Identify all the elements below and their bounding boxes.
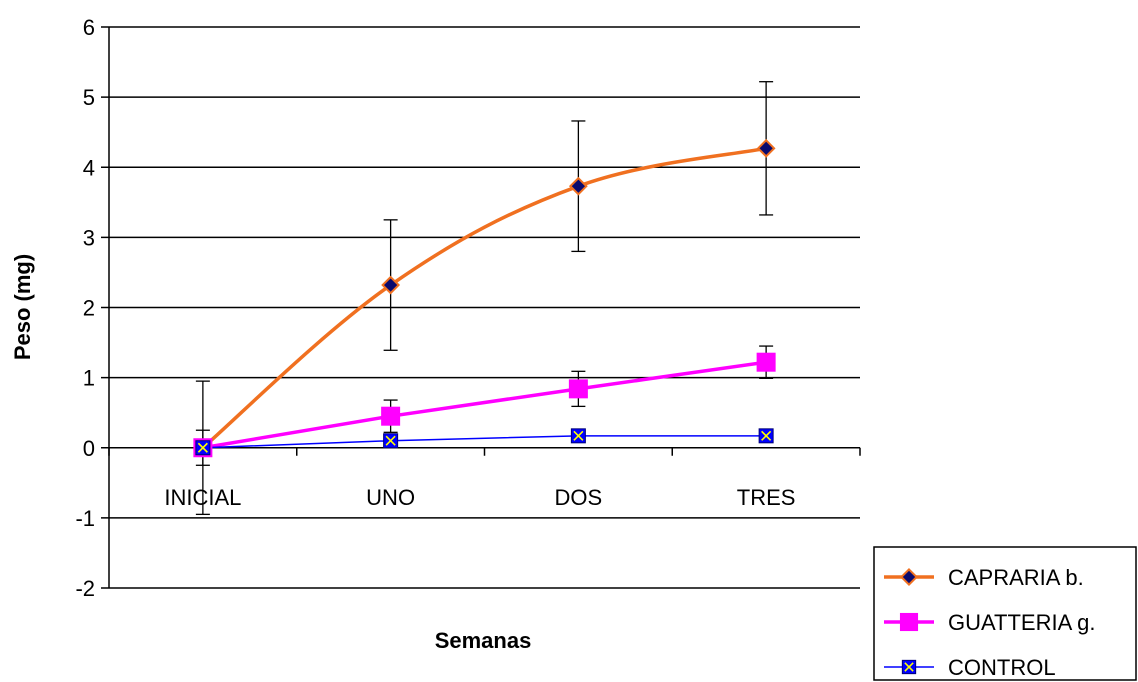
series-line [202, 435, 767, 449]
series-point-cross [385, 435, 396, 446]
series-point-cross [197, 442, 208, 453]
series-point-cross [573, 430, 584, 441]
legend-label: CONTROL [948, 655, 1056, 680]
series-lines [201, 146, 767, 450]
y-tick-label: 1 [83, 366, 95, 391]
y-axis-title: Peso (mg) [10, 254, 35, 360]
legend: CAPRARIA b. GUATTERIA g. CONTROL [873, 546, 1137, 681]
y-tick-label: -1 [75, 506, 95, 531]
grid-lines [109, 26, 860, 519]
x-tick-labels: INICIAL UNO DOS TRES [164, 485, 795, 510]
y-tick-label: -2 [75, 576, 95, 601]
series-point [899, 612, 919, 632]
y-tick-label: 5 [83, 85, 95, 110]
y-tick-label: 4 [83, 155, 95, 180]
legend-label: CAPRARIA b. [948, 565, 1084, 590]
series-point-cross [904, 662, 914, 672]
x-axis-title: Semanas [435, 628, 532, 653]
y-tick-label: 2 [83, 296, 95, 321]
x-tick-label: TRES [737, 485, 796, 510]
series-point [568, 176, 588, 196]
series-point [568, 379, 588, 399]
series-point [756, 352, 776, 372]
series-point-cross [761, 430, 772, 441]
y-tick-labels: -2 -1 0 1 2 3 4 5 6 [75, 15, 95, 601]
x-tick-label: UNO [366, 485, 415, 510]
y-tick-label: 0 [83, 436, 95, 461]
series-point [899, 567, 919, 587]
legend-label: GUATTERIA g. [948, 610, 1096, 635]
series-point [756, 138, 776, 158]
series-point [381, 275, 401, 295]
series-line [202, 360, 767, 450]
y-tick-label: 6 [83, 15, 95, 40]
axes [101, 26, 861, 589]
series-point [381, 406, 401, 426]
x-tick-label: DOS [555, 485, 603, 510]
series-line [201, 146, 767, 450]
series-markers [193, 138, 776, 458]
y-tick-label: 3 [83, 225, 95, 250]
